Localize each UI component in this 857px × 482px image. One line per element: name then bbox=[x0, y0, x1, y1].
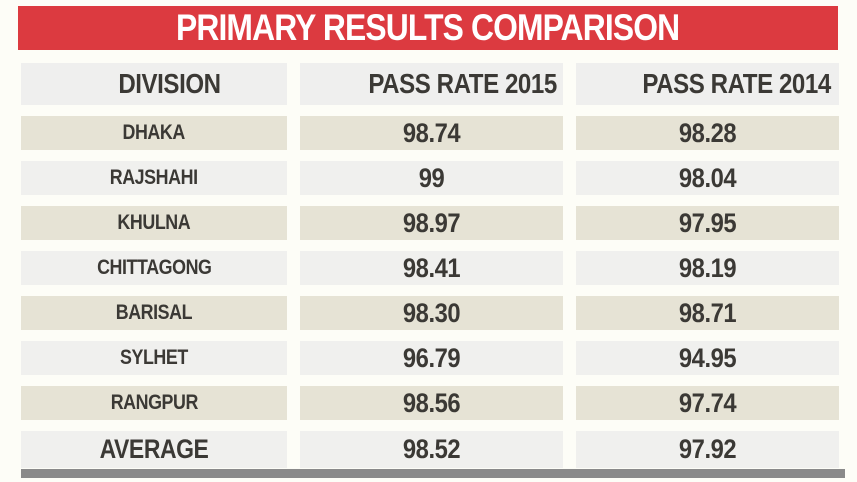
page-title: PRIMARY RESULTS COMPARISON bbox=[176, 7, 680, 48]
table-row-rajshahi-rate-2014: 98.04 bbox=[576, 161, 839, 195]
table-row-dhaka-rate-2014: 98.28 bbox=[576, 116, 839, 150]
rate-value: 94.95 bbox=[678, 342, 737, 373]
rate-value: 98.71 bbox=[678, 297, 737, 328]
table-row-rajshahi-rate-2015: 99 bbox=[300, 161, 563, 195]
table-row-barisal-division: BARISAL bbox=[21, 296, 287, 330]
title-banner: PRIMARY RESULTS COMPARISON bbox=[18, 6, 838, 50]
rate-value: 98.56 bbox=[402, 387, 461, 418]
bottom-rule bbox=[21, 469, 845, 478]
division-name: DHAKA bbox=[122, 121, 186, 144]
division-name: SYLHET bbox=[120, 346, 188, 369]
rate-value: 98.97 bbox=[402, 207, 461, 238]
rate-value: 98.41 bbox=[402, 252, 461, 283]
table-row-dhaka-division: DHAKA bbox=[21, 116, 287, 150]
table-row-khulna-rate-2014: 97.95 bbox=[576, 206, 839, 240]
average-label: AVERAGE bbox=[99, 434, 209, 464]
rate-value: 96.79 bbox=[402, 342, 461, 373]
column-header-pass-rate-2014: PASS RATE 2014 bbox=[576, 63, 839, 105]
column-header-pass-rate-2014-label: PASS RATE 2014 bbox=[642, 68, 831, 99]
rate-value: 97.95 bbox=[678, 207, 737, 238]
rate-value: 98.52 bbox=[402, 434, 461, 464]
rate-value: 98.04 bbox=[678, 162, 737, 193]
table-row-sylhet-division: SYLHET bbox=[21, 341, 287, 375]
table-row-dhaka-rate-2015: 98.74 bbox=[300, 116, 563, 150]
table-row-average-rate-2014: 97.92 bbox=[576, 431, 839, 468]
column-header-division-label: DIVISION bbox=[117, 68, 221, 99]
table-row-rangpur-rate-2015: 98.56 bbox=[300, 386, 563, 420]
division-name: BARISAL bbox=[115, 301, 193, 324]
table-row-sylhet-rate-2015: 96.79 bbox=[300, 341, 563, 375]
division-name: CHITTAGONG bbox=[96, 256, 212, 279]
table-row-rangpur-rate-2014: 97.74 bbox=[576, 386, 839, 420]
table-row-chittagong-division: CHITTAGONG bbox=[21, 251, 287, 285]
results-table: DIVISION PASS RATE 2015 PASS RATE 2014 D… bbox=[21, 63, 839, 468]
column-header-pass-rate-2015: PASS RATE 2015 bbox=[300, 63, 563, 105]
table-row-khulna-division: KHULNA bbox=[21, 206, 287, 240]
table-row-average-rate-2015: 98.52 bbox=[300, 431, 563, 468]
rate-value: 99 bbox=[418, 162, 445, 193]
table-row-average-division: AVERAGE bbox=[21, 431, 287, 468]
rate-value: 98.30 bbox=[402, 297, 461, 328]
rate-value: 98.28 bbox=[678, 117, 737, 148]
table-row-rajshahi-division: RAJSHAHI bbox=[21, 161, 287, 195]
table-row-sylhet-rate-2014: 94.95 bbox=[576, 341, 839, 375]
rate-value: 98.19 bbox=[678, 252, 737, 283]
rate-value: 97.74 bbox=[678, 387, 737, 418]
division-name: RAJSHAHI bbox=[110, 166, 198, 189]
table-row-chittagong-rate-2014: 98.19 bbox=[576, 251, 839, 285]
table-row-rangpur-division: RANGPUR bbox=[21, 386, 287, 420]
column-header-pass-rate-2015-label: PASS RATE 2015 bbox=[368, 68, 557, 99]
rate-value: 98.74 bbox=[402, 117, 461, 148]
table-row-barisal-rate-2015: 98.30 bbox=[300, 296, 563, 330]
division-name: RANGPUR bbox=[110, 391, 198, 414]
rate-value: 97.92 bbox=[678, 434, 737, 464]
division-name: KHULNA bbox=[117, 211, 191, 234]
column-header-division: DIVISION bbox=[21, 63, 287, 105]
table-row-khulna-rate-2015: 98.97 bbox=[300, 206, 563, 240]
table-row-chittagong-rate-2015: 98.41 bbox=[300, 251, 563, 285]
table-row-barisal-rate-2014: 98.71 bbox=[576, 296, 839, 330]
